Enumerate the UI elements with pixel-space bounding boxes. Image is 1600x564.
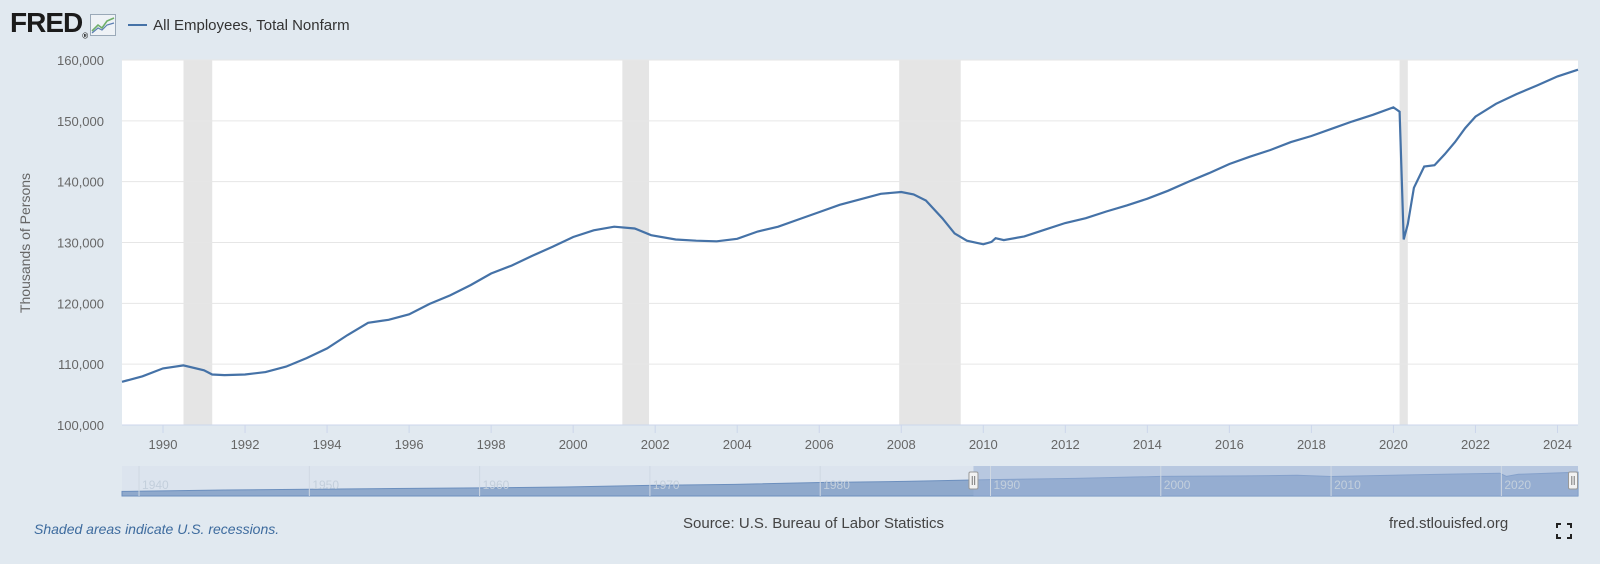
- navigator-handle-grip[interactable]: [968, 471, 979, 490]
- x-tick-label: 1998: [477, 437, 506, 452]
- y-tick-label: 140,000: [57, 175, 104, 190]
- y-tick-label: 150,000: [57, 114, 104, 129]
- navigator-tick-label: 1990: [993, 478, 1020, 492]
- recession-note: Shaded areas indicate U.S. recessions.: [34, 521, 280, 537]
- y-tick-label: 160,000: [57, 53, 104, 68]
- legend-item[interactable]: All Employees, Total Nonfarm: [128, 16, 350, 34]
- navigator-handle-right[interactable]: [1568, 471, 1578, 490]
- fred-logo[interactable]: FRED®: [10, 7, 88, 41]
- y-tick-label: 130,000: [57, 236, 104, 251]
- x-tick-label: 1996: [395, 437, 424, 452]
- site-link[interactable]: fred.stlouisfed.org: [1389, 515, 1509, 532]
- x-tick-label: 2004: [723, 437, 752, 452]
- y-tick-label: 120,000: [57, 296, 104, 311]
- y-tick-label: 110,000: [58, 357, 104, 372]
- legend-label: All Employees, Total Nonfarm: [153, 16, 350, 34]
- x-tick-label: 2024: [1543, 437, 1572, 452]
- navigator-tick-label: 1960: [483, 478, 510, 492]
- x-tick-label: 2016: [1215, 437, 1244, 452]
- x-tick-label: 1990: [149, 437, 178, 452]
- navigator-tick-label: 2020: [1504, 478, 1531, 492]
- navigator-tick-label: 1950: [312, 478, 339, 492]
- x-tick-label: 2006: [805, 437, 834, 452]
- x-tick-label: 1992: [231, 437, 260, 452]
- x-tick-label: 2012: [1051, 437, 1080, 452]
- x-tick-label: 2018: [1297, 437, 1326, 452]
- x-tick-label: 2020: [1379, 437, 1408, 452]
- fullscreen-icon[interactable]: [1556, 523, 1572, 539]
- x-tick-label: 2008: [887, 437, 916, 452]
- x-tick-label: 2010: [969, 437, 998, 452]
- y-axis-label: Thousands of Persons: [17, 173, 33, 313]
- navigator-tick-label: 1980: [823, 478, 850, 492]
- navigator-handle-left[interactable]: [968, 471, 979, 490]
- x-tick-label: 2014: [1133, 437, 1162, 452]
- navigator-tick-label: 1970: [653, 478, 680, 492]
- series-line: [121, 68, 1579, 383]
- x-tick-label: 2000: [559, 437, 588, 452]
- legend-line-swatch: [128, 24, 148, 26]
- chart-header: FRED® All Employees, Total Nonfarm: [10, 8, 350, 42]
- navigator-selected-range[interactable]: [973, 466, 1578, 496]
- navigator-tick-label: 1940: [142, 478, 169, 492]
- source-note: Source: U.S. Bureau of Labor Statistics: [683, 515, 944, 532]
- x-tick-label: 2022: [1461, 437, 1490, 452]
- x-tick-label: 2002: [641, 437, 670, 452]
- y-tick-label: 100,000: [57, 418, 104, 433]
- navigator-tick-label: 2010: [1334, 478, 1361, 492]
- navigator-handle-grip[interactable]: [1568, 471, 1578, 490]
- fred-logo-graph-icon: [90, 14, 117, 36]
- navigator-tick-label: 2000: [1164, 478, 1191, 492]
- x-tick-label: 1994: [313, 437, 342, 452]
